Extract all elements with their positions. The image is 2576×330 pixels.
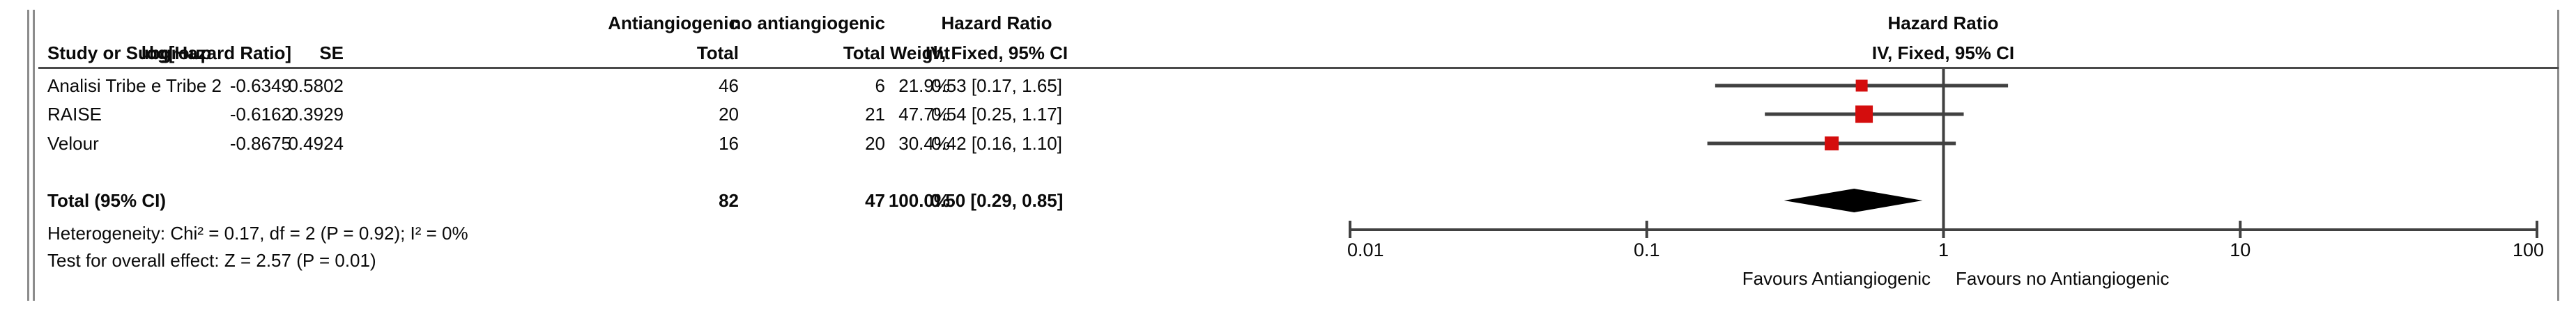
study-name: Velour	[47, 133, 99, 154]
study-name: Analisi Tribe e Tribe 2	[47, 75, 222, 96]
se-value: 0.3929	[288, 104, 344, 125]
summary-diamond	[1784, 189, 1923, 212]
right-border-line	[2557, 10, 2559, 301]
column-group-experimental: Antiangiogenic	[608, 13, 739, 33]
plot-column-subtitle: IV, Fixed, 95% CI	[1871, 42, 2015, 63]
column-header-se: SE	[319, 42, 344, 63]
total-control-value: 21	[865, 104, 885, 125]
column-header-total-control: Total	[843, 42, 885, 63]
total-control-value: 20	[865, 133, 885, 154]
effect-marker	[1855, 79, 1868, 92]
favours-left-label: Favours Antiangiogenic	[1742, 268, 1931, 289]
header-rule	[38, 67, 2559, 69]
axis-tick-label: 10	[2230, 239, 2251, 260]
total-experimental-sum: 82	[719, 190, 739, 211]
total-weight: 100.0%	[888, 190, 950, 211]
column-header-loghr: log[Hazard Ratio]	[141, 42, 291, 63]
se-value: 0.5802	[288, 75, 344, 96]
study-name: RAISE	[47, 104, 102, 125]
axis-tick-label: 1	[1938, 239, 1949, 260]
column-header-total-experimental: Total	[696, 42, 739, 63]
effect-column-title: Hazard Ratio	[941, 13, 1052, 33]
effect-marker	[1825, 136, 1839, 150]
axis-tick-label: 0.1	[1634, 239, 1660, 260]
column-header-ci: IV, Fixed, 95% CI	[925, 42, 1068, 63]
column-group-control: no antiangiogenic	[730, 13, 885, 33]
axis-tick-label: 0.01	[1347, 239, 1384, 260]
ci-text: 0.53 [0.17, 1.65]	[931, 75, 1062, 96]
loghr-value: -0.6162	[229, 104, 291, 125]
column-header-study: Study or Subgroup	[47, 42, 212, 63]
loghr-value: -0.8675	[229, 133, 291, 154]
weight-value: 21.9%	[898, 75, 950, 96]
total-ci-text: 0.50 [0.29, 0.85]	[930, 190, 1064, 211]
plot-column-title: Hazard Ratio	[1887, 13, 1999, 33]
column-header-weight: Weight	[889, 42, 950, 63]
axis-tick-label: 100	[2513, 239, 2544, 260]
effect-marker	[1855, 105, 1873, 123]
total-label: Total (95% CI)	[47, 190, 166, 211]
weight-value: 30.4%	[898, 133, 950, 154]
total-control-value: 6	[875, 75, 885, 96]
ci-text: 0.54 [0.25, 1.17]	[931, 104, 1062, 125]
weight-value: 47.7%	[898, 104, 950, 125]
total-experimental-value: 46	[719, 75, 739, 96]
overall-effect-stats: Test for overall effect: Z = 2.57 (P = 0…	[47, 250, 376, 271]
left-border-line-outer	[27, 10, 29, 301]
total-experimental-value: 20	[719, 104, 739, 125]
heterogeneity-stats: Heterogeneity: Chi² = 0.17, df = 2 (P = …	[47, 223, 468, 244]
ci-text: 0.42 [0.16, 1.10]	[931, 133, 1062, 154]
loghr-value: -0.6349	[229, 75, 291, 96]
total-experimental-value: 16	[719, 133, 739, 154]
se-value: 0.4924	[288, 133, 344, 154]
total-control-sum: 47	[865, 190, 885, 211]
favours-right-label: Favours no Antiangiogenic	[1956, 268, 2170, 289]
left-border-line-inner	[33, 10, 35, 301]
